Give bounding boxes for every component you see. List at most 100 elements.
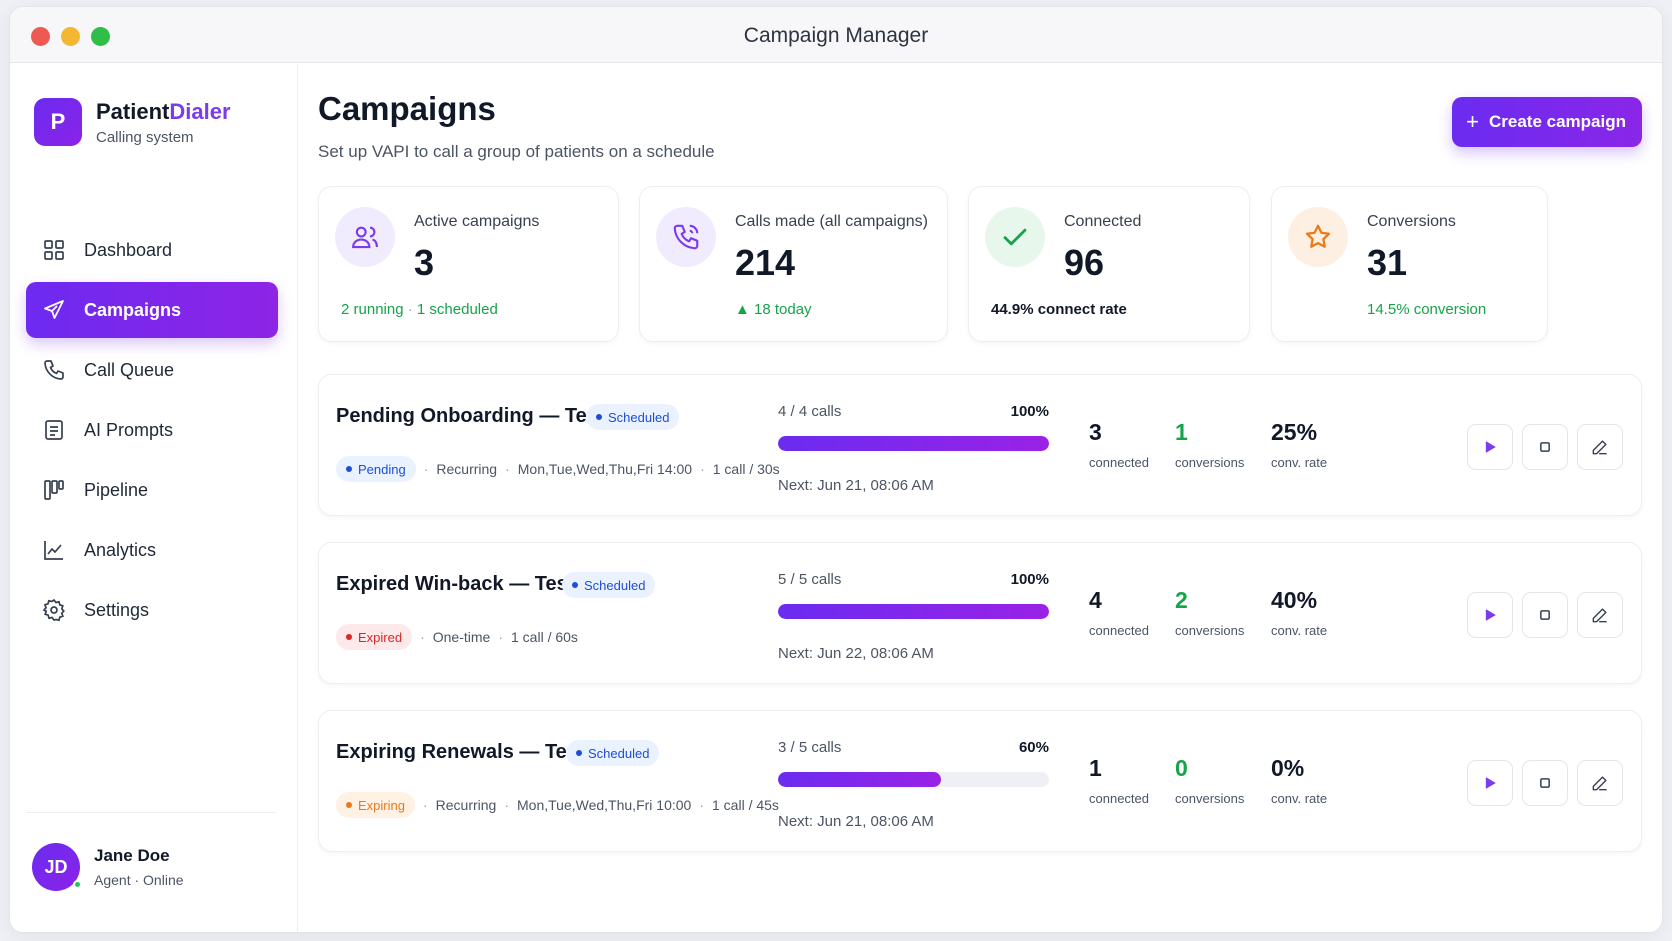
- stat-card-calls-made: Calls made (all campaigns) 214 ▲ 18 toda…: [639, 186, 948, 342]
- sidebar-item-analytics[interactable]: Analytics: [26, 522, 278, 578]
- play-button[interactable]: [1467, 760, 1513, 806]
- brand-subtitle: Calling system: [96, 128, 194, 146]
- document-icon: [42, 418, 66, 442]
- campaign-progress: 3 / 5 calls 60% Next: Jun 21, 08:06 AM: [778, 739, 1049, 830]
- sidebar-item-call-queue[interactable]: Call Queue: [26, 342, 278, 398]
- edit-button[interactable]: [1577, 760, 1623, 806]
- close-window-button[interactable]: [31, 27, 50, 46]
- next-run: Next: Jun 21, 08:06 AM: [778, 813, 934, 830]
- calls-count: 4 / 4 calls: [778, 403, 842, 420]
- stat-value: 31: [1367, 242, 1408, 283]
- stat-footnote: ▲ 18 today: [735, 301, 812, 318]
- stop-button[interactable]: [1522, 592, 1568, 638]
- sidebar-item-label: Call Queue: [84, 359, 175, 380]
- play-button[interactable]: [1467, 424, 1513, 470]
- progress-percent: 100%: [1010, 571, 1049, 588]
- conversions-metric: 0 conversions: [1175, 755, 1245, 806]
- avatar: JD: [32, 843, 82, 891]
- window-title: Campaign Manager: [743, 24, 929, 47]
- status-badge: Pending: [336, 456, 416, 482]
- campaign-card[interactable]: Pending Onboarding — Test Scheduled Pend…: [318, 374, 1642, 516]
- campaign-card[interactable]: Expired Win-back — Test Scheduled Expire…: [318, 542, 1642, 684]
- stats-row: Active campaigns 3 2 running · 1 schedul…: [318, 186, 1642, 342]
- stat-label: Conversions: [1367, 213, 1456, 230]
- connected-metric: 3 connected: [1089, 419, 1149, 470]
- stop-button[interactable]: [1522, 424, 1568, 470]
- sidebar-item-label: AI Prompts: [84, 419, 174, 440]
- sidebar-item-label: Analytics: [84, 539, 157, 560]
- connected-metric: 1 connected: [1089, 755, 1149, 806]
- check-icon: [985, 207, 1045, 267]
- stop-icon: [1540, 778, 1550, 788]
- phone-call-icon: [656, 207, 716, 267]
- campaign-card[interactable]: Expiring Renewals — Test Scheduled Expir…: [318, 710, 1642, 852]
- user-profile[interactable]: JD Jane Doe Agent · Online: [32, 843, 184, 891]
- progress-bar: [778, 604, 1049, 619]
- status-badge: Expiring: [336, 792, 415, 818]
- status-badge: Expired: [336, 624, 413, 650]
- stat-footnote: 2 running · 1 scheduled: [341, 301, 498, 318]
- stat-value: 214: [735, 242, 796, 283]
- campaign-progress: 4 / 4 calls 100% Next: Jun 21, 08:06 AM: [778, 403, 1049, 494]
- minimize-window-button[interactable]: [61, 27, 80, 46]
- brand-logo: P: [34, 98, 82, 146]
- sidebar-item-label: Pipeline: [84, 479, 149, 500]
- stat-label: Connected: [1064, 213, 1142, 230]
- stat-label: Calls made (all campaigns): [735, 213, 928, 230]
- main-content: Campaigns Set up VAPI to call a group of…: [299, 64, 1662, 932]
- edit-button[interactable]: [1577, 424, 1623, 470]
- title-bar: Campaign Manager: [10, 7, 1662, 63]
- edit-icon: [1592, 608, 1607, 623]
- page-title: Campaigns: [318, 90, 496, 127]
- sidebar-nav: Dashboard Campaigns Call Queue AI Prompt…: [26, 222, 278, 642]
- stat-card-conversions: Conversions 31 14.5% conversion: [1271, 186, 1548, 342]
- stat-card-active-campaigns: Active campaigns 3 2 running · 1 schedul…: [318, 186, 619, 342]
- campaign-meta: Pending · Recurring · Mon,Tue,Wed,Thu,Fri …: [336, 456, 780, 482]
- next-run: Next: Jun 22, 08:06 AM: [778, 645, 934, 662]
- campaign-progress: 5 / 5 calls 100% Next: Jun 22, 08:06 AM: [778, 571, 1049, 662]
- progress-bar: [778, 772, 1049, 787]
- sidebar-item-dashboard[interactable]: Dashboard: [26, 222, 278, 278]
- conversion-rate-metric: 25% conv. rate: [1271, 419, 1328, 470]
- online-status-dot: [73, 880, 82, 889]
- gear-icon: [42, 598, 66, 622]
- conversions-metric: 1 conversions: [1175, 419, 1245, 470]
- play-button[interactable]: [1467, 592, 1513, 638]
- stat-footnote: 14.5% conversion: [1367, 301, 1487, 318]
- phone-icon: [42, 358, 66, 382]
- progress-bar: [778, 436, 1049, 451]
- campaign-name: Pending Onboarding — Test: [336, 405, 605, 427]
- page-subtitle: Set up VAPI to call a group of patients …: [318, 142, 715, 161]
- sidebar-item-pipeline[interactable]: Pipeline: [26, 462, 278, 518]
- sidebar-item-ai-prompts[interactable]: AI Prompts: [26, 402, 278, 458]
- conversion-rate-metric: 0% conv. rate: [1271, 755, 1328, 806]
- edit-button[interactable]: [1577, 592, 1623, 638]
- stat-value: 96: [1064, 242, 1105, 283]
- sidebar-item-settings[interactable]: Settings: [26, 582, 278, 638]
- create-campaign-button[interactable]: + Create campaign: [1452, 97, 1642, 147]
- conversion-rate-metric: 40% conv. rate: [1271, 587, 1328, 638]
- conversions-metric: 2 conversions: [1175, 587, 1245, 638]
- scheduled-badge: Scheduled: [586, 404, 680, 430]
- scheduled-badge: Scheduled: [562, 572, 656, 598]
- stat-footnote: 44.9% connect rate: [991, 301, 1127, 318]
- campaign-name: Expiring Renewals — Test: [336, 741, 585, 763]
- users-icon: [335, 207, 395, 267]
- scheduled-badge: Scheduled: [566, 740, 660, 766]
- edit-icon: [1592, 776, 1607, 791]
- connected-metric: 4 connected: [1089, 587, 1149, 638]
- sidebar-item-campaigns[interactable]: Campaigns: [26, 282, 278, 338]
- maximize-window-button[interactable]: [91, 27, 110, 46]
- brand[interactable]: P PatientDialer Calling system: [34, 98, 231, 146]
- campaign-name: Expired Win-back — Test: [336, 573, 575, 595]
- stat-card-connected: Connected 96 44.9% connect rate: [968, 186, 1250, 342]
- stop-button[interactable]: [1522, 760, 1568, 806]
- edit-icon: [1592, 440, 1607, 455]
- progress-percent: 60%: [1018, 739, 1049, 756]
- stat-value: 3: [414, 242, 435, 283]
- brand-name: PatientDialer: [96, 98, 231, 124]
- sidebar-item-label: Campaigns: [84, 299, 182, 320]
- stop-icon: [1540, 610, 1550, 620]
- sidebar-item-label: Settings: [84, 599, 150, 620]
- next-run: Next: Jun 21, 08:06 AM: [778, 477, 934, 494]
